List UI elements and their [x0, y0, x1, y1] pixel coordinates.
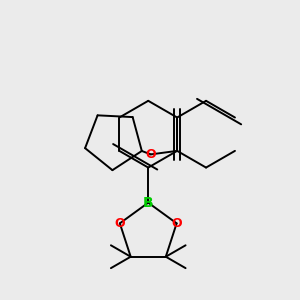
Text: O: O	[146, 148, 156, 161]
Text: O: O	[171, 217, 182, 230]
Text: B: B	[143, 196, 154, 210]
Text: O: O	[115, 217, 125, 230]
